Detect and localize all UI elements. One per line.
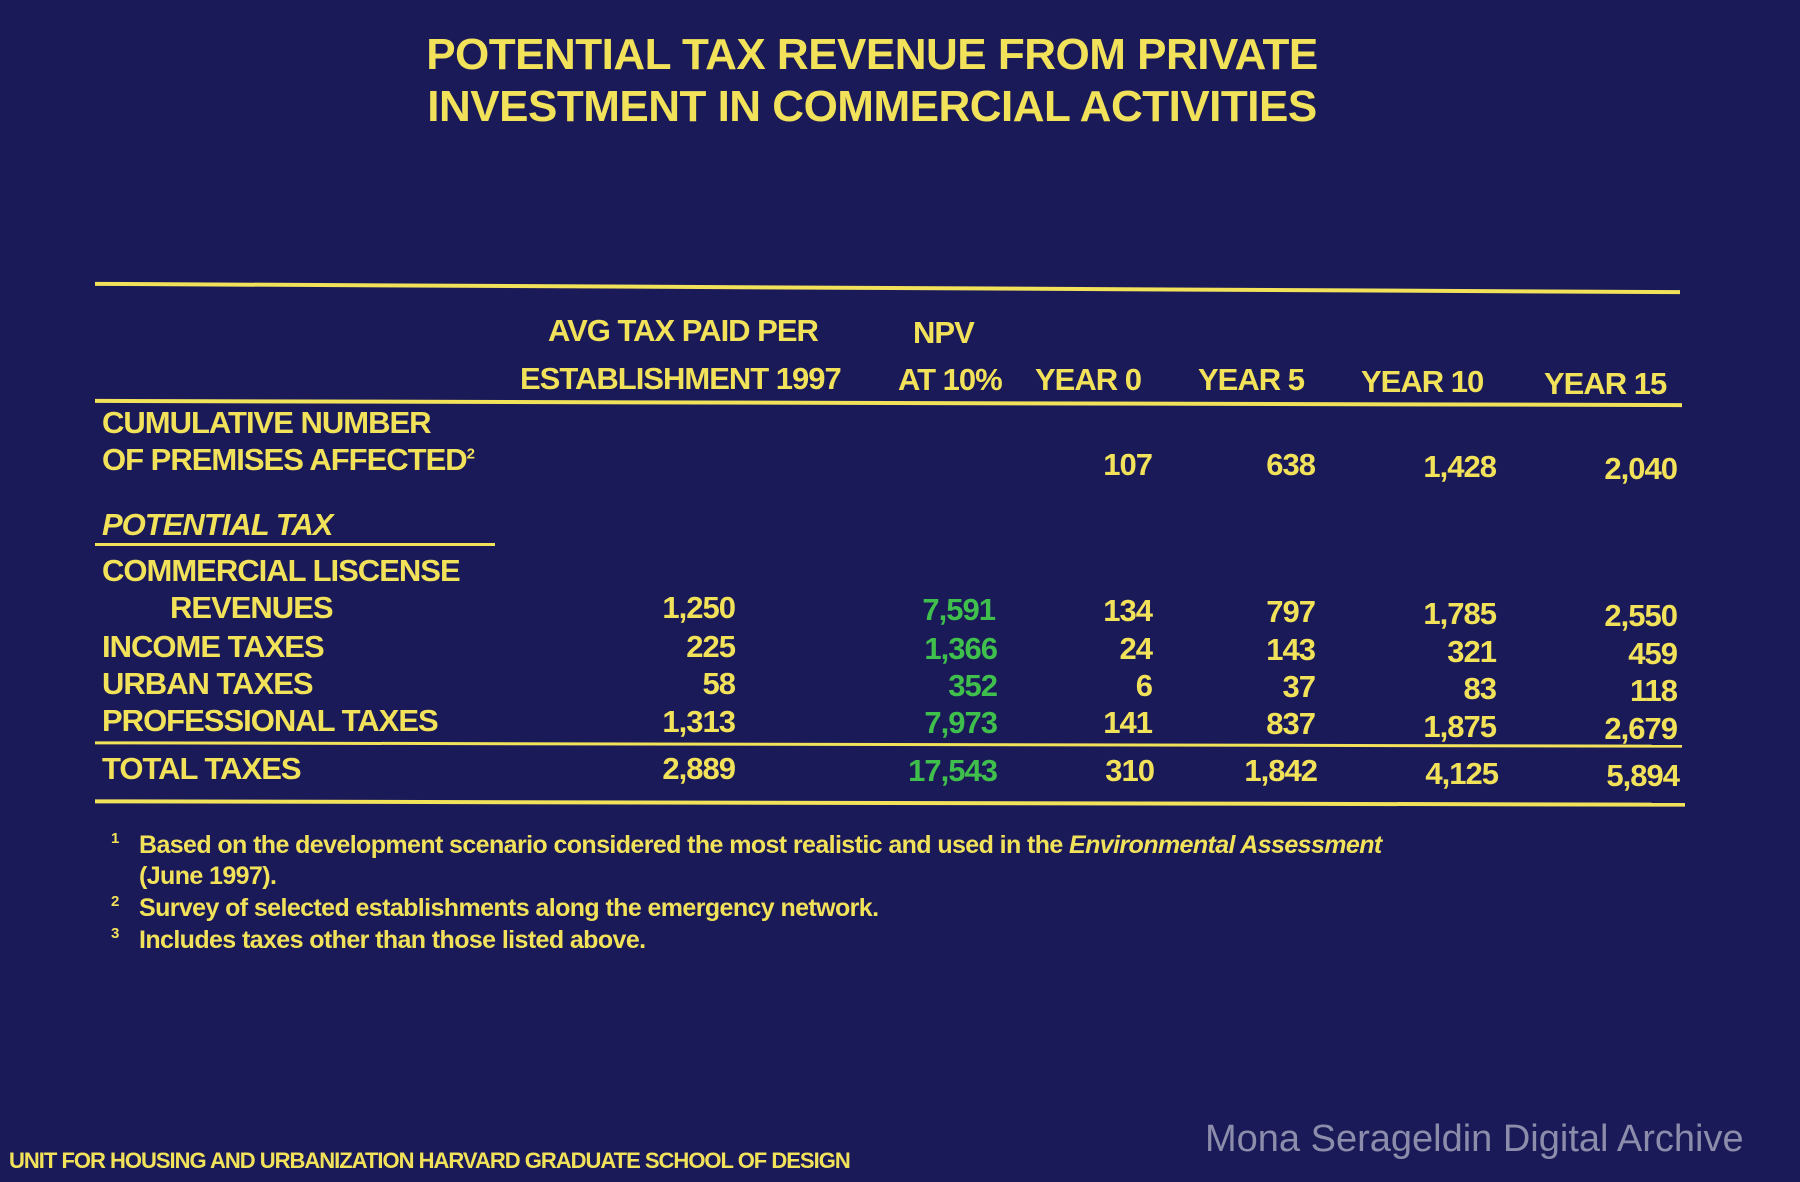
footnote-2-mark: 2 (111, 893, 120, 910)
archive-watermark: Mona Serageldin Digital Archive (1205, 1118, 1744, 1160)
total-year0: 310 (1105, 753, 1155, 788)
cell-year15: 459 (1628, 636, 1678, 671)
total-year15: 5,894 (1606, 758, 1680, 793)
total-npv: 17,543 (908, 753, 998, 788)
cell-year5: 143 (1266, 632, 1316, 667)
footnote-ref: 2 (466, 445, 475, 463)
cell-year10: 83 (1463, 671, 1497, 706)
footnote-1: Based on the development scenario consid… (139, 831, 1382, 860)
cell-avg: 58 (702, 666, 736, 701)
row-label: INCOME TAXES (102, 629, 325, 664)
row-label: COMMERCIAL LISCENSE (102, 553, 461, 588)
cell-npv: 7,973 (924, 705, 998, 740)
row-label: URBAN TAXES (102, 666, 314, 701)
total-year5: 1,842 (1244, 753, 1318, 788)
premises-label-text: OF PREMISES AFFECTED (102, 442, 468, 477)
premises-year5: 638 (1266, 447, 1316, 482)
cell-year0: 134 (1103, 593, 1153, 628)
premises-year10: 1,428 (1423, 449, 1497, 484)
header-avg-line1: AVG TAX PAID PER (548, 313, 819, 348)
header-year0: YEAR 0 (1035, 362, 1142, 397)
cell-npv: 1,366 (924, 631, 998, 666)
premises-year0: 107 (1103, 447, 1153, 482)
cell-year5: 837 (1266, 706, 1316, 741)
footnote-2: Survey of selected establishments along … (139, 894, 879, 922)
cell-year15: 118 (1629, 673, 1678, 708)
cell-avg: 1,250 (662, 590, 736, 625)
cell-year10: 1,785 (1423, 596, 1497, 631)
top-rule (95, 281, 1680, 295)
total-label: TOTAL TAXES (102, 751, 302, 786)
institution-footer: UNIT FOR HOUSING AND URBANIZATION HARVAR… (9, 1148, 851, 1173)
slide-title-line1: POTENTIAL TAX REVENUE FROM PRIVATE (426, 30, 1318, 79)
cell-year5: 797 (1266, 594, 1316, 629)
cell-avg: 1,313 (662, 704, 736, 739)
cell-year0: 24 (1119, 631, 1153, 666)
footnote-1-cont: (June 1997). (139, 862, 277, 890)
cell-year0: 141 (1103, 705, 1153, 740)
footnote-3-mark: 3 (111, 925, 120, 942)
total-year10: 4,125 (1425, 756, 1499, 791)
cell-year10: 1,875 (1423, 709, 1497, 744)
slide-title-line2: INVESTMENT IN COMMERCIAL ACTIVITIES (427, 82, 1317, 131)
cell-year10: 321 (1447, 634, 1497, 669)
header-year5: YEAR 5 (1198, 362, 1305, 397)
header-npv-line2: AT 10% (898, 362, 1003, 397)
header-year15: YEAR 15 (1544, 366, 1667, 401)
header-year10: YEAR 10 (1361, 364, 1484, 399)
premises-year15: 2,040 (1604, 451, 1678, 486)
cell-npv: 7,591 (922, 592, 996, 627)
cell-year15: 2,679 (1604, 711, 1678, 746)
cell-year0: 6 (1135, 668, 1153, 703)
section-potential-tax: POTENTIAL TAX (102, 507, 333, 542)
cell-avg: 225 (686, 629, 736, 664)
bottom-rule (94, 799, 1686, 807)
footnote-1-italic: Environmental Assessment (1069, 831, 1382, 859)
header-avg-line2: ESTABLISHMENT 1997 (520, 361, 842, 396)
footnote-1-mark: 1 (111, 830, 120, 847)
footnote-1-text: Based on the development scenario consid… (139, 831, 1070, 859)
row-label-cont: REVENUES (170, 590, 334, 625)
header-npv-line1: NPV (913, 315, 975, 350)
cell-npv: 352 (948, 668, 998, 703)
row-label: PROFESSIONAL TAXES (102, 703, 439, 738)
premises-label-line2: OF PREMISES AFFECTED2 (102, 442, 475, 478)
section-underline (95, 543, 495, 546)
cell-year15: 2,550 (1604, 598, 1678, 633)
cell-year5: 37 (1282, 669, 1316, 704)
total-avg: 2,889 (662, 751, 736, 786)
premises-label-line1: CUMULATIVE NUMBER (102, 405, 432, 440)
footnote-3: Includes taxes other than those listed a… (139, 926, 646, 954)
